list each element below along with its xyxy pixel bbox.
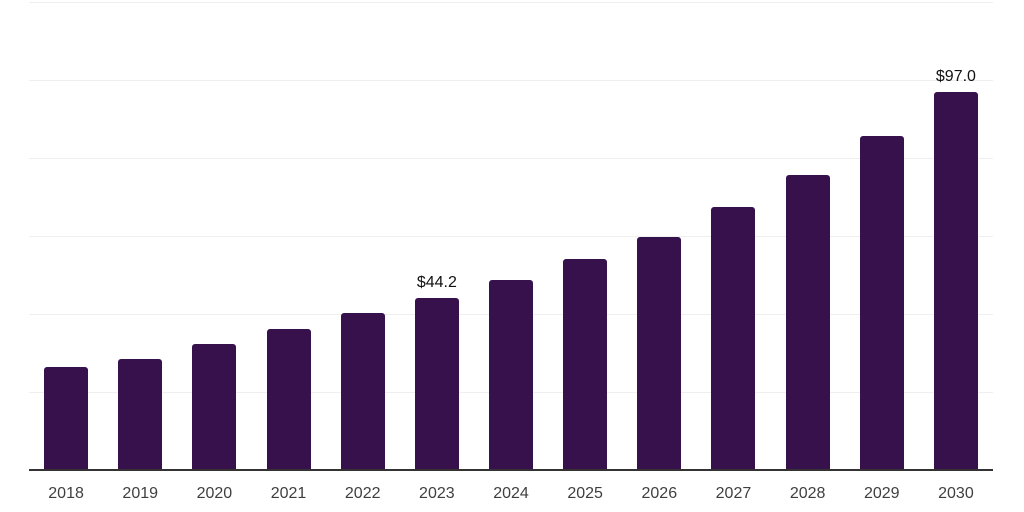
x-tick-label-2020: 2020	[196, 485, 233, 502]
gridline	[29, 236, 993, 237]
bar-2025	[563, 259, 608, 470]
gridline	[29, 80, 993, 81]
bar-2022	[340, 313, 385, 470]
bar-2028	[785, 175, 830, 470]
x-tick-label-2023: 2023	[419, 485, 455, 502]
x-tick-label-2028: 2028	[789, 485, 826, 502]
bar-2021	[266, 329, 311, 470]
bar-2027	[711, 207, 756, 470]
bar-2023	[414, 297, 459, 470]
bar-value-label-2030: $97.0	[935, 67, 976, 85]
bar-2020	[192, 344, 237, 470]
x-tick-label-2029: 2029	[863, 485, 900, 502]
bar-2030	[933, 91, 978, 470]
bar-2029	[859, 136, 904, 470]
x-tick-label-2027: 2027	[715, 485, 752, 502]
x-tick-label-2024: 2024	[493, 485, 529, 502]
x-tick-label-2019: 2019	[122, 485, 159, 502]
bar-2026	[637, 236, 682, 470]
x-axis-line	[29, 469, 993, 471]
x-tick-label-2026: 2026	[641, 485, 678, 502]
bar-2024	[489, 280, 533, 470]
x-tick-label-2022: 2022	[344, 485, 381, 502]
bar-value-label-2023: $44.2	[416, 273, 457, 291]
x-tick-label-2030: 2030	[938, 485, 974, 502]
bar-2019	[118, 359, 163, 470]
bar-2018	[44, 367, 89, 470]
gridline	[29, 158, 993, 159]
x-tick-label-2021: 2021	[270, 485, 307, 502]
gridline	[29, 2, 993, 3]
x-tick-label-2018: 2018	[48, 485, 84, 502]
x-tick-label-2025: 2025	[567, 485, 603, 502]
